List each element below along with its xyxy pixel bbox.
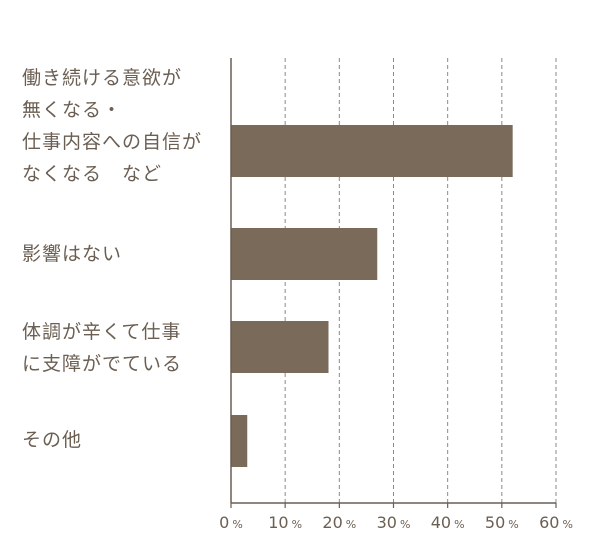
axes	[230, 58, 557, 508]
bar-0	[231, 125, 513, 177]
category-label-health-issues: 体調が辛くて仕事 に支障がでている	[22, 321, 183, 375]
category-label-no-effect: 影響はない	[22, 243, 123, 265]
bar-3	[231, 415, 248, 467]
x-tick-label-50: 50%	[485, 513, 519, 532]
x-tick-label-30: 30%	[377, 513, 411, 532]
bars	[231, 125, 513, 467]
x-tick-labels: 0% 10% 20% 30% 40% 50% 60%	[219, 513, 573, 532]
grid-lines	[284, 58, 557, 503]
x-tick-label-60: 60%	[539, 513, 573, 532]
bar-1	[231, 228, 378, 280]
x-tick-label-0: 0%	[219, 513, 243, 532]
x-tick-label-40: 40%	[431, 513, 465, 532]
category-label-other: その他	[22, 429, 83, 451]
x-tick-label-10: 10%	[268, 513, 302, 532]
category-label-work-motivation: 働き続ける意欲が 無くなる・ 仕事内容への自信が なくなる など	[22, 67, 203, 185]
x-tick-label-20: 20%	[322, 513, 356, 532]
bar-2	[231, 321, 329, 373]
